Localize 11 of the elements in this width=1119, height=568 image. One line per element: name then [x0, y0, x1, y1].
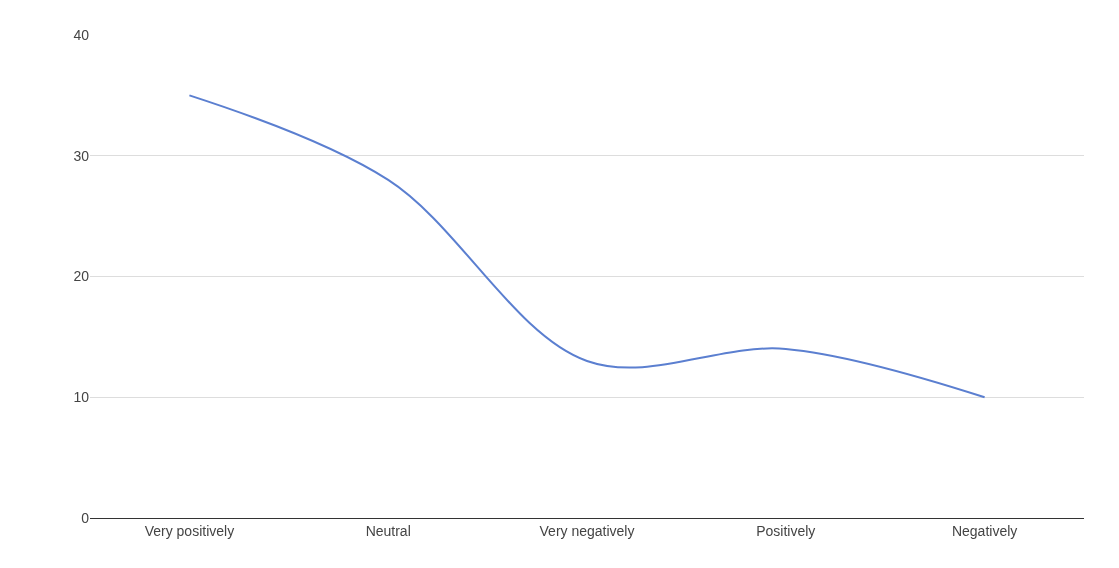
x-tick-label: Negatively [951, 522, 1018, 539]
y-tick-label: 30 [73, 147, 90, 164]
line-series [188, 94, 986, 399]
x-tick-label: Neutral [365, 522, 411, 539]
y-tick-label: 40 [73, 26, 90, 43]
x-tick-label: Very negatively [539, 522, 635, 539]
x-tick-label: Very positively [144, 522, 235, 539]
x-tick-label: Positively [756, 522, 816, 539]
y-tick-label: 0 [81, 509, 90, 526]
y-tick-label: 10 [73, 389, 90, 406]
y-tick-label: 20 [73, 268, 90, 285]
